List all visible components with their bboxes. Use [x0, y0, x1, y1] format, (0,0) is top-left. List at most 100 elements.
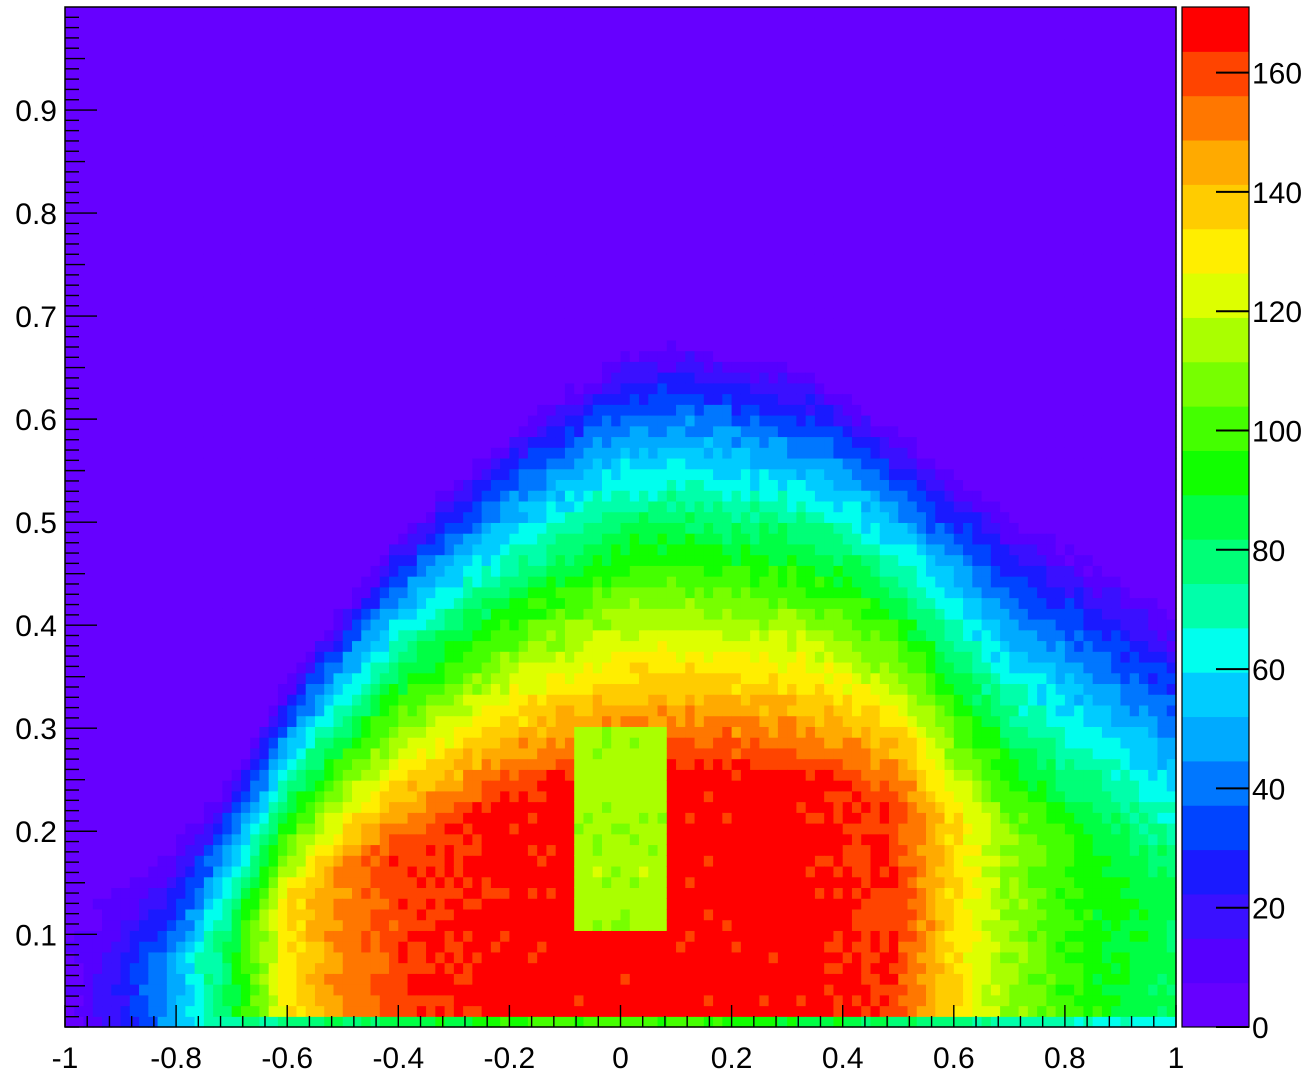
heatmap-cell: [453, 178, 464, 191]
heatmap-cell: [231, 951, 242, 964]
heatmap-cell: [352, 683, 362, 695]
heatmap-cell: [74, 511, 85, 523]
heatmap-cell: [203, 855, 214, 867]
heatmap-cell: [65, 339, 75, 352]
heatmap-cell: [74, 500, 85, 513]
heatmap-cell: [83, 286, 94, 298]
heatmap-cell: [352, 221, 362, 234]
heatmap-cell: [287, 865, 298, 878]
heatmap-cell: [277, 608, 288, 620]
heatmap-cell: [92, 962, 103, 974]
heatmap-cell: [92, 919, 103, 931]
heatmap-cell: [65, 468, 75, 481]
heatmap-cell: [250, 221, 261, 234]
heatmap-cell: [102, 500, 112, 513]
heatmap-cell: [342, 790, 353, 803]
heatmap-cell: [333, 844, 344, 856]
heatmap-cell: [342, 436, 353, 448]
heatmap-cell: [287, 726, 298, 738]
heatmap-cell: [463, 189, 473, 201]
heatmap-cell: [120, 425, 131, 438]
heatmap-cell: [92, 415, 103, 427]
heatmap-cell: [527, 833, 538, 846]
heatmap-cell: [65, 264, 75, 277]
heatmap-cell: [333, 393, 344, 405]
heatmap-cell: [185, 704, 196, 717]
heatmap-cell: [213, 243, 223, 255]
heatmap-cell: [129, 71, 140, 83]
heatmap-cell: [490, 490, 501, 502]
heatmap-cell: [92, 694, 103, 706]
heatmap-cell: [176, 361, 186, 373]
heatmap-cell: [324, 7, 335, 19]
heatmap-cell: [83, 908, 94, 921]
heatmap-cell: [314, 393, 325, 405]
heatmap-cell: [268, 146, 279, 158]
heatmap-cell: [305, 339, 316, 352]
heatmap-cell: [453, 264, 464, 277]
heatmap-cell: [111, 146, 122, 158]
heatmap-cell: [185, 296, 196, 309]
heatmap-cell: [537, 597, 548, 609]
heatmap-cell: [453, 683, 464, 695]
heatmap-cell: [342, 7, 353, 19]
heatmap-cell: [379, 511, 390, 523]
heatmap-cell: [370, 361, 381, 373]
heatmap-cell: [83, 49, 94, 62]
heatmap-cell: [83, 533, 94, 545]
heatmap-cell: [389, 339, 399, 352]
heatmap-cell: [157, 930, 168, 942]
heatmap-cell: [157, 500, 168, 513]
heatmap-cell: [194, 382, 205, 395]
heatmap-cell: [240, 92, 251, 105]
heatmap-cell: [305, 404, 316, 416]
heatmap-cell: [166, 49, 177, 62]
heatmap-cell: [277, 372, 288, 384]
heatmap-cell: [453, 908, 464, 921]
heatmap-cell: [102, 425, 112, 438]
heatmap-cell: [222, 307, 233, 319]
heatmap-cell: [370, 264, 381, 277]
heatmap-cell: [518, 823, 529, 835]
heatmap-cell: [481, 930, 492, 942]
heatmap-cell: [83, 221, 94, 234]
heatmap-cell: [537, 876, 548, 889]
heatmap-cell: [361, 7, 372, 19]
heatmap-cell: [527, 372, 538, 384]
heatmap-cell: [379, 962, 390, 974]
heatmap-cell: [398, 211, 409, 223]
heatmap-cell: [213, 651, 223, 663]
heatmap-cell: [268, 855, 279, 867]
heatmap-cell: [111, 962, 122, 974]
heatmap-cell: [83, 479, 94, 491]
heatmap-cell: [287, 608, 298, 620]
heatmap-cell: [481, 758, 492, 770]
heatmap-cell: [352, 339, 362, 352]
heatmap-cell: [379, 125, 390, 137]
heatmap-cell: [379, 844, 390, 856]
heatmap-cell: [139, 436, 149, 448]
heatmap-cell: [305, 833, 316, 846]
heatmap-cell: [407, 941, 418, 953]
heatmap-cell: [203, 683, 214, 695]
heatmap-cell: [444, 479, 455, 491]
heatmap-cell: [370, 565, 381, 577]
heatmap-cell: [259, 780, 270, 792]
heatmap-cell: [342, 447, 353, 459]
heatmap-cell: [268, 447, 279, 459]
heatmap-cell: [379, 898, 390, 910]
heatmap-cell: [352, 661, 362, 674]
heatmap-cell: [222, 39, 233, 51]
heatmap-cell: [389, 801, 399, 813]
heatmap-cell: [222, 296, 233, 309]
heatmap-cell: [398, 307, 409, 319]
heatmap-cell: [398, 350, 409, 362]
heatmap-cell: [527, 479, 538, 491]
heatmap-cell: [379, 683, 390, 695]
heatmap-cell: [537, 221, 548, 234]
heatmap-cell: [407, 200, 418, 212]
heatmap-cell: [166, 221, 177, 234]
heatmap-cell: [490, 876, 501, 889]
heatmap-cell: [157, 286, 168, 298]
heatmap-cell: [481, 60, 492, 73]
